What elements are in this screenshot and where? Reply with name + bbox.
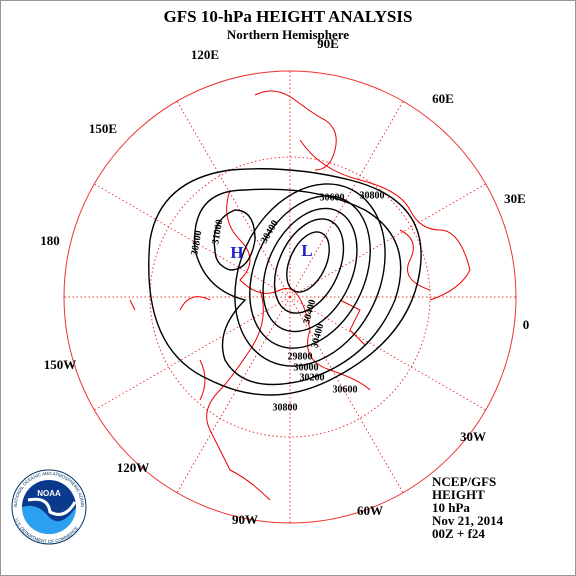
lon-label: 30E <box>504 191 526 206</box>
info-line: 00Z + f24 <box>432 526 485 541</box>
contour-labels: 30800 30600 31000 30800 30400 30400 2980… <box>189 190 384 413</box>
lon-label: 30W <box>460 429 486 444</box>
map-grid <box>63 70 517 524</box>
meridian <box>94 183 291 298</box>
contour-label: 30800 <box>273 402 298 413</box>
meridian <box>289 296 486 411</box>
lon-label: 150W <box>44 357 77 372</box>
logo-name: NOAA <box>37 489 61 498</box>
lon-label: 0 <box>523 317 530 332</box>
contours <box>148 168 422 396</box>
lon-label: 60W <box>357 503 383 518</box>
info-line: Nov 21, 2014 <box>432 513 504 528</box>
contour-label: 30600 <box>333 384 358 395</box>
lon-label: 150E <box>89 121 117 136</box>
meridian <box>176 296 291 493</box>
low-center: L <box>301 241 312 260</box>
meridian <box>289 183 486 298</box>
lon-label: 120E <box>191 47 219 62</box>
meridian <box>176 101 291 298</box>
meridian <box>289 101 404 298</box>
info-block: NCEP/GFS HEIGHT 10 hPa Nov 21, 2014 00Z … <box>432 474 504 541</box>
meridian <box>94 296 291 411</box>
meridian <box>289 296 404 493</box>
contour-label: 30000 <box>294 362 319 373</box>
subtitle: Northern Hemisphere <box>227 27 349 42</box>
contour-label: 30800 <box>360 190 385 201</box>
coastlines <box>129 90 471 501</box>
lon-label: 90E <box>317 36 339 51</box>
info-line: HEIGHT <box>432 487 485 502</box>
lon-label: 120W <box>117 460 150 475</box>
contour-label: 30800 <box>189 230 204 257</box>
contour-label: 30200 <box>300 372 325 383</box>
lon-label: 60E <box>432 91 454 106</box>
contour-label: 31000 <box>210 219 225 246</box>
high-center: H <box>230 243 243 262</box>
contour-label: 29800 <box>288 351 313 362</box>
lon-label: 180 <box>40 233 60 248</box>
lon-label: 90W <box>232 512 258 527</box>
info-line: NCEP/GFS <box>432 474 496 489</box>
title: GFS 10-hPa HEIGHT ANALYSIS <box>164 7 413 26</box>
longitude-labels: 90E 120E 60E 150E 30E 180 0 150W 30W 120… <box>40 36 529 527</box>
info-line: 10 hPa <box>432 500 470 515</box>
contour-label: 30600 <box>320 192 345 203</box>
